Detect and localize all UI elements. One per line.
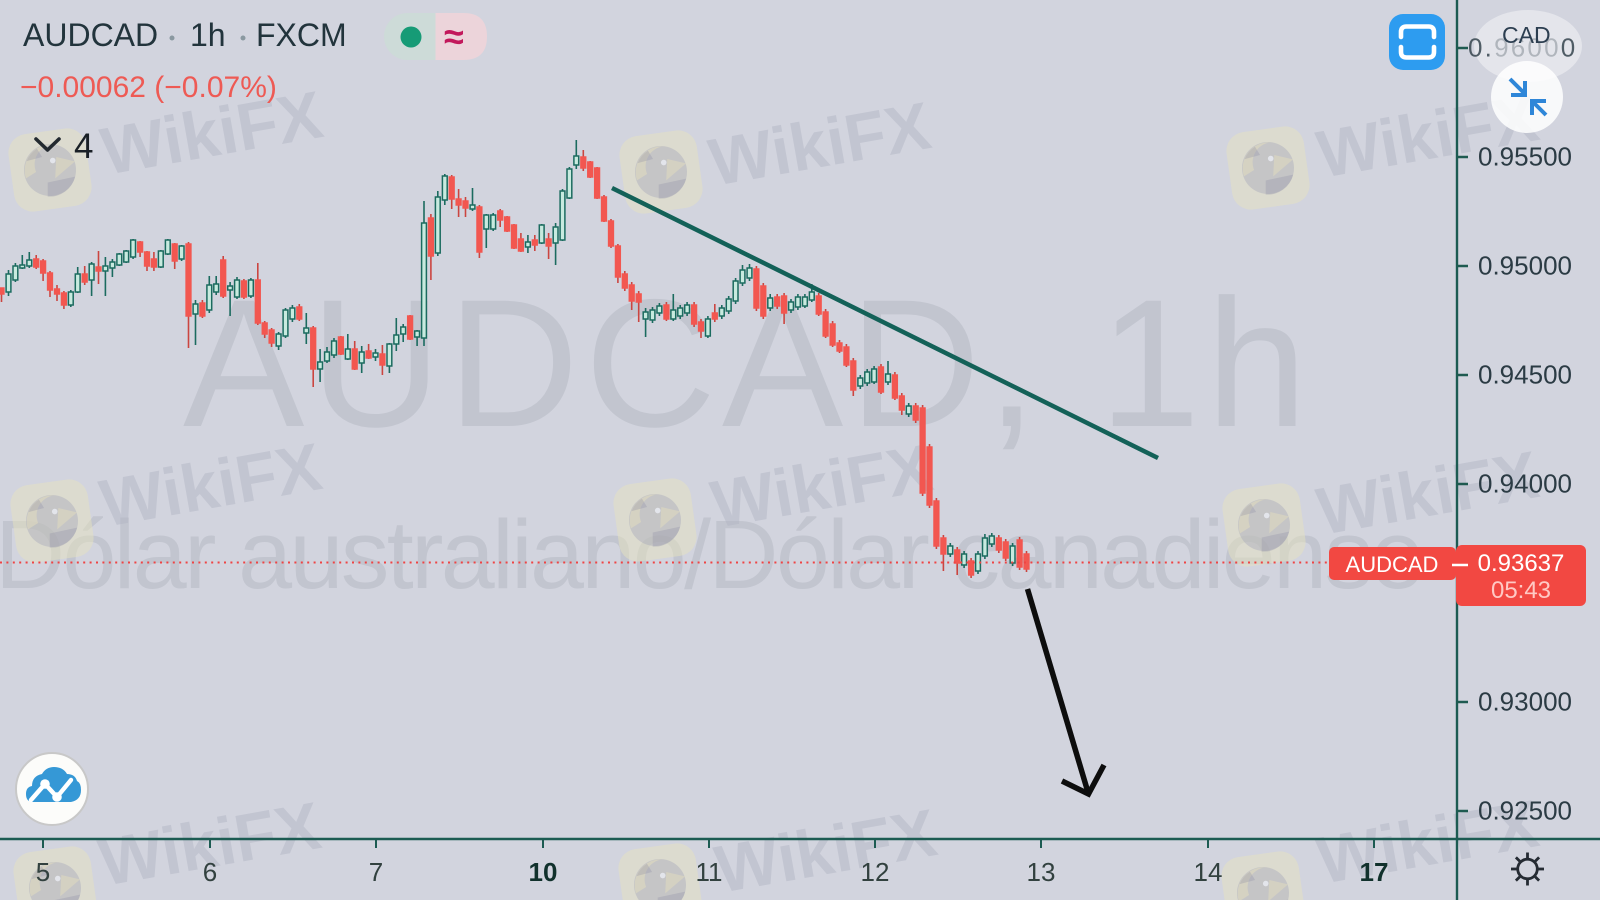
svg-text:7: 7 xyxy=(369,857,383,887)
svg-text:1h: 1h xyxy=(190,17,226,53)
svg-text:0.95500: 0.95500 xyxy=(1478,142,1572,172)
svg-text:WikiFX: WikiFX xyxy=(710,795,943,900)
svg-text:0.93000: 0.93000 xyxy=(1478,687,1572,717)
svg-text:WikiFX: WikiFX xyxy=(704,88,937,201)
svg-text:≈: ≈ xyxy=(444,16,464,57)
svg-text:0.94000: 0.94000 xyxy=(1478,469,1572,499)
svg-text:0.92500: 0.92500 xyxy=(1478,796,1572,826)
svg-text:12: 12 xyxy=(861,857,890,887)
svg-text:05:43: 05:43 xyxy=(1491,577,1551,604)
svg-text:4: 4 xyxy=(74,127,93,166)
svg-text:0.95000: 0.95000 xyxy=(1478,251,1572,281)
svg-text:5: 5 xyxy=(36,857,50,887)
svg-text:11: 11 xyxy=(696,857,723,887)
svg-text:0.96000: 0.96000 xyxy=(1468,33,1577,63)
svg-text:AUDCAD: AUDCAD xyxy=(1346,552,1439,577)
svg-text:CAD: CAD xyxy=(1502,22,1551,48)
svg-text:10: 10 xyxy=(529,857,558,887)
svg-text:14: 14 xyxy=(1194,857,1223,887)
svg-text:−0.00062 (−0.07%): −0.00062 (−0.07%) xyxy=(20,71,277,104)
svg-text:AUDCAD, 1h: AUDCAD, 1h xyxy=(183,261,1313,465)
svg-text:AUDCAD: AUDCAD xyxy=(23,17,158,53)
svg-text:6: 6 xyxy=(203,857,217,887)
svg-text:13: 13 xyxy=(1027,857,1056,887)
svg-text:17: 17 xyxy=(1360,857,1389,887)
svg-text:0.94500: 0.94500 xyxy=(1478,360,1572,390)
svg-text:0.93637: 0.93637 xyxy=(1478,550,1565,577)
svg-text:FXCM: FXCM xyxy=(256,17,347,53)
svg-text:Dólar australiano/Dólar canadi: Dólar australiano/Dólar canadiense xyxy=(0,500,1422,609)
